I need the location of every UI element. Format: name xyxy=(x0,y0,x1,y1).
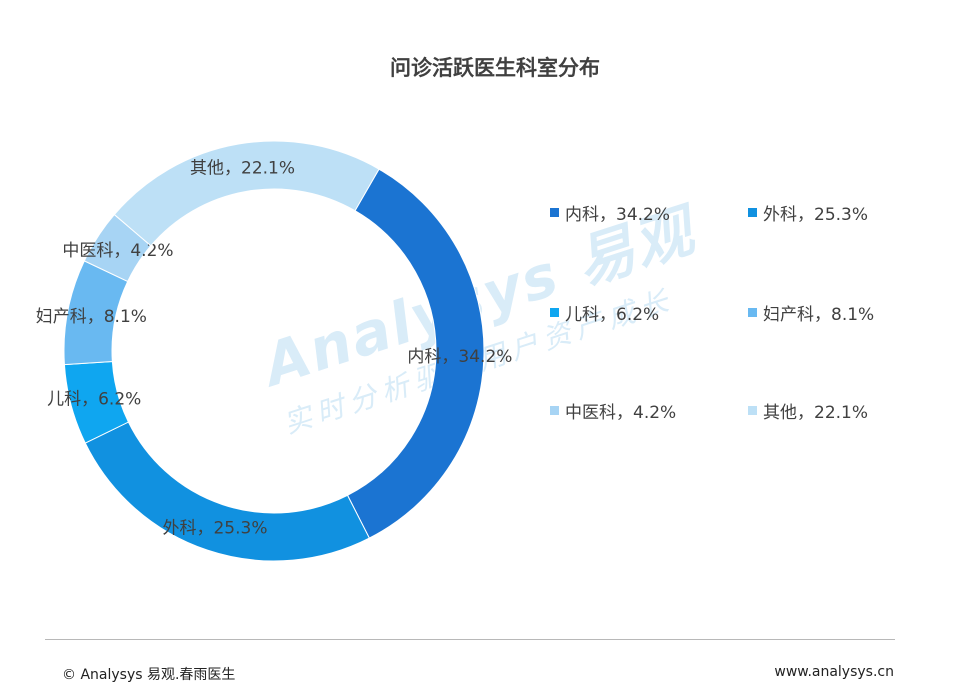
footer-website: www.analysys.cn xyxy=(774,664,894,680)
slice-label-2: 外科，25.3% xyxy=(162,518,267,538)
donut-slice-2 xyxy=(84,421,371,562)
slice-label-3: 儿科，6.2% xyxy=(47,390,141,410)
slice-label-1: 内科，34.2% xyxy=(407,347,512,367)
slice-label-5: 中医科，4.2% xyxy=(62,241,173,261)
donut-slice-6 xyxy=(113,140,380,247)
footer-copyright: © Analysys 易观.春雨医生 xyxy=(62,667,236,683)
donut-slice-1 xyxy=(346,168,485,539)
slice-label-4: 妇产科，8.1% xyxy=(36,307,147,327)
slice-label-6: 其他，22.1% xyxy=(190,159,295,179)
footer-divider xyxy=(45,639,895,640)
chart-title: 问诊活跃医生科室分布 xyxy=(390,56,600,80)
